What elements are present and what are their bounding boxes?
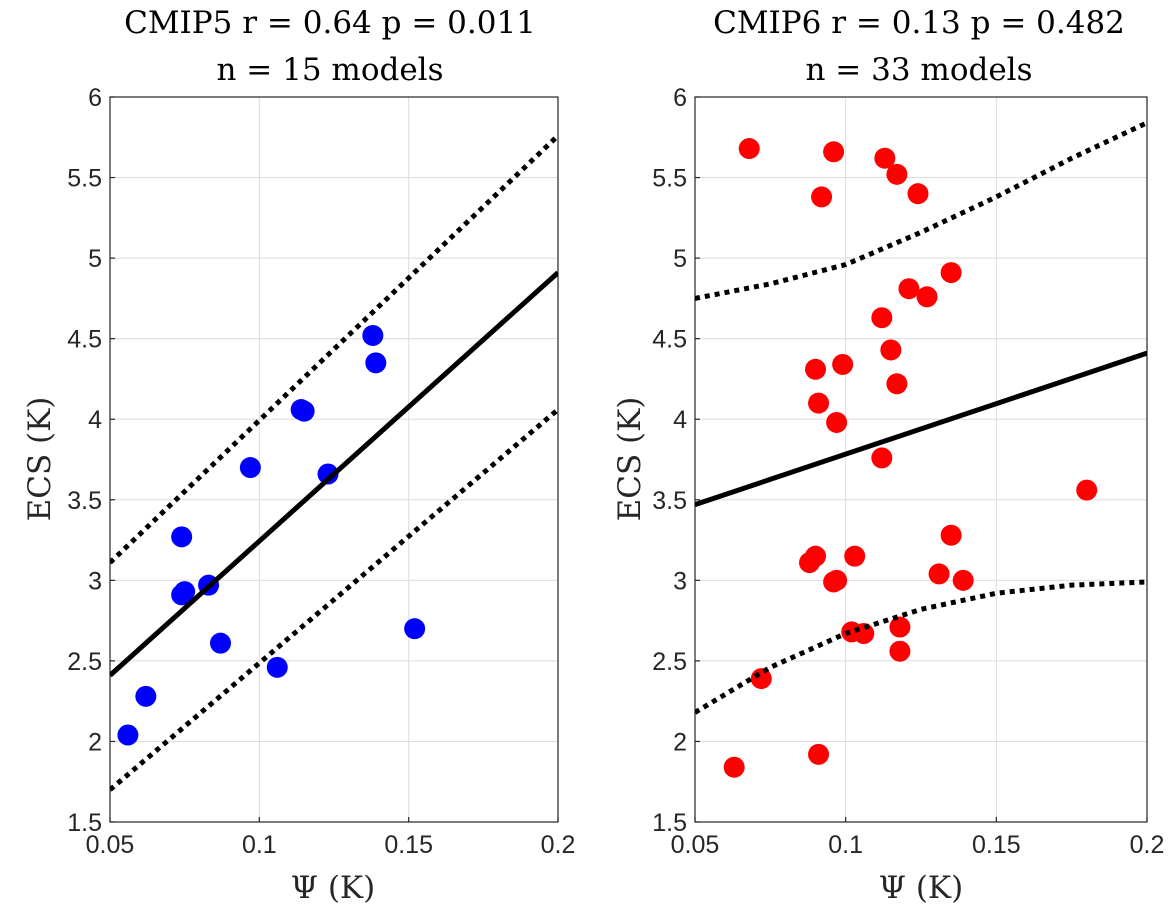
cmip6-data-point	[844, 545, 866, 567]
cmip5-data-point	[266, 656, 288, 678]
cmip6-y-tick-label: 5.5	[652, 165, 687, 193]
cmip6-y-tick-label: 5	[673, 245, 687, 273]
cmip6-data-point	[874, 147, 896, 169]
cmip5-regression-line	[110, 270, 558, 678]
cmip5-y-tick-label: 3	[88, 567, 102, 595]
cmip5-data-point	[365, 352, 387, 374]
cmip5-data-point	[117, 724, 139, 746]
cmip6-data-point	[898, 278, 920, 300]
cmip6-data-point	[799, 552, 821, 574]
cmip6-data-point	[832, 353, 854, 375]
cmip6-y-axis-label: ECS (K)	[612, 397, 648, 522]
cmip6-panel: CMIP6 r = 0.13 p = 0.482 n = 33 models Ψ…	[612, 5, 1164, 906]
cmip5-y-tick-label: 6	[88, 84, 102, 112]
cmip5-data-point	[362, 324, 384, 346]
cmip6-x-tick-label: 0.1	[828, 831, 863, 859]
cmip5-data-point	[317, 463, 339, 485]
cmip6-data-point	[738, 138, 760, 160]
cmip5-x-tick-label: 0.1	[242, 831, 277, 859]
cmip6-data-point	[871, 307, 893, 329]
cmip6-data-point	[928, 563, 950, 585]
cmip6-data-point	[940, 262, 962, 284]
cmip6-data-point	[916, 286, 938, 308]
cmip6-data-point	[750, 668, 772, 690]
cmip6-data-point	[823, 141, 845, 163]
cmip6-subtitle: n = 33 models	[805, 52, 1032, 88]
cmip5-y-tick-label: 5.5	[67, 165, 102, 193]
cmip6-data-point	[871, 447, 893, 469]
cmip6-points	[723, 138, 1098, 778]
cmip5-y-tick-label: 1.5	[67, 809, 102, 837]
cmip5-data-point	[210, 632, 232, 654]
cmip6-x-tick-label: 0.05	[671, 831, 720, 859]
cmip6-data-point	[907, 183, 929, 205]
cmip6-data-point	[886, 163, 908, 185]
cmip6-y-tick-label: 4	[673, 406, 687, 434]
cmip5-data-point	[135, 685, 157, 707]
cmip5-y-tick-label: 5	[88, 245, 102, 273]
cmip6-x-axis-label: Ψ (K)	[879, 870, 963, 906]
cmip5-points	[117, 324, 426, 746]
cmip6-y-tick-label: 3	[673, 567, 687, 595]
cmip5-y-tick-label: 3.5	[67, 487, 102, 515]
cmip6-data-point	[808, 392, 830, 414]
cmip5-title: CMIP5 r = 0.64 p = 0.011	[124, 5, 536, 41]
cmip6-x-tick-label: 0.2	[1130, 831, 1165, 859]
cmip5-upper-bound-line	[110, 133, 558, 565]
cmip6-y-tick-label: 3.5	[652, 487, 687, 515]
cmip6-x-tick-label: 0.15	[972, 831, 1021, 859]
cmip6-data-point	[940, 524, 962, 546]
cmip6-data-point	[889, 640, 911, 662]
cmip6-y-tick-label: 2	[673, 728, 687, 756]
cmip6-data-point	[952, 569, 974, 591]
cmip5-x-axis-label: Ψ (K)	[291, 870, 375, 906]
cmip5-axes-frame	[109, 96, 559, 823]
cmip6-axes-frame	[694, 96, 1148, 823]
cmip6-data-point	[886, 373, 908, 395]
cmip6-data-point	[853, 623, 875, 644]
cmip6-regression-line	[695, 350, 1147, 507]
cmip6-y-tick-label: 4.5	[652, 326, 687, 354]
cmip5-y-tick-label: 4	[88, 406, 102, 434]
cmip6-data-point	[808, 743, 830, 765]
cmip5-data-point	[174, 581, 196, 603]
cmip6-data-point	[805, 358, 827, 380]
cmip5-data-point	[404, 618, 426, 640]
cmip5-subtitle: n = 15 models	[216, 52, 443, 88]
cmip6-data-point	[880, 339, 902, 361]
cmip6-lower-bound-line	[695, 579, 1147, 715]
cmip6-data-point	[823, 571, 845, 593]
cmip5-data-point	[293, 400, 315, 422]
cmip6-y-tick-label: 1.5	[652, 809, 687, 837]
cmip6-data-point	[826, 411, 848, 433]
cmip5-data-point	[239, 457, 261, 479]
cmip5-grid	[109, 96, 559, 823]
cmip5-data-point	[171, 526, 193, 548]
cmip6-data-point	[723, 756, 745, 778]
cmip6-data-point	[889, 616, 911, 638]
cmip5-x-tick-label: 0.2	[541, 831, 576, 859]
cmip6-data-point	[811, 186, 833, 208]
cmip6-title: CMIP6 r = 0.13 p = 0.482	[713, 5, 1125, 41]
cmip6-y-tick-label: 6	[673, 84, 687, 112]
cmip5-y-tick-label: 4.5	[67, 326, 102, 354]
cmip5-y-axis-label: ECS (K)	[22, 397, 58, 522]
cmip5-y-tick-label: 2.5	[67, 648, 102, 676]
cmip5-y-tick-label: 2	[88, 728, 102, 756]
cmip5-panel: CMIP5 r = 0.64 p = 0.011 n = 15 models Ψ…	[22, 5, 575, 906]
cmip5-lower-bound-line	[110, 407, 558, 792]
cmip6-upper-bound-line	[695, 120, 1147, 301]
cmip5-x-tick-label: 0.15	[384, 831, 433, 859]
cmip5-x-tick-label: 0.05	[86, 831, 135, 859]
cmip6-data-point	[1076, 479, 1098, 501]
cmip6-y-tick-label: 2.5	[652, 648, 687, 676]
cmip6-grid	[694, 96, 1148, 823]
